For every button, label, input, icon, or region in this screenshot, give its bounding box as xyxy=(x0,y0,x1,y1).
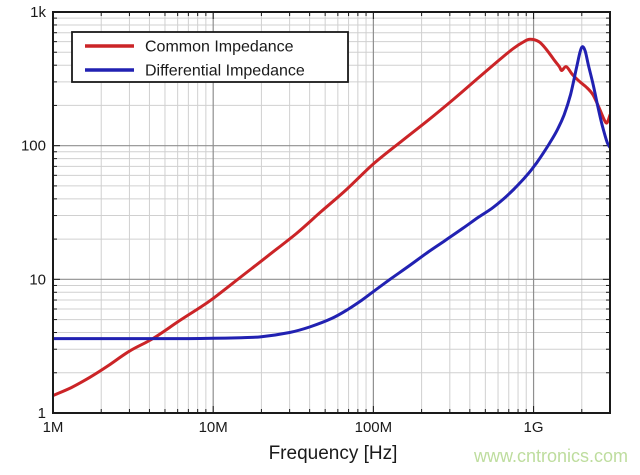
y-tick-label: 1 xyxy=(38,405,46,422)
y-tick-labels: 1 10 100 1k xyxy=(21,4,47,422)
x-tick-label: 1M xyxy=(43,419,64,436)
x-tick-label: 100M xyxy=(355,419,393,436)
legend-box xyxy=(71,31,349,83)
legend-label: Differential Impedance xyxy=(145,63,305,80)
legend-label: Common Impedance xyxy=(145,39,294,56)
x-tick-label: 10M xyxy=(199,419,228,436)
watermark: www.cntronics.com xyxy=(473,446,628,466)
y-tick-label: 10 xyxy=(29,271,46,288)
x-tick-labels: 1M 10M 100M 1G xyxy=(43,419,544,436)
x-axis-title: Frequency [Hz] xyxy=(268,443,398,464)
y-tick-label: 1k xyxy=(30,4,46,21)
series-curves xyxy=(53,37,610,398)
x-tick-label: 1G xyxy=(524,419,544,436)
differential-impedance-curve xyxy=(53,45,610,341)
common-impedance-curve xyxy=(53,37,610,398)
plot-border xyxy=(52,11,611,414)
y-tick-label: 100 xyxy=(21,138,46,155)
legend: Common Impedance Differential Impedance xyxy=(71,31,349,83)
